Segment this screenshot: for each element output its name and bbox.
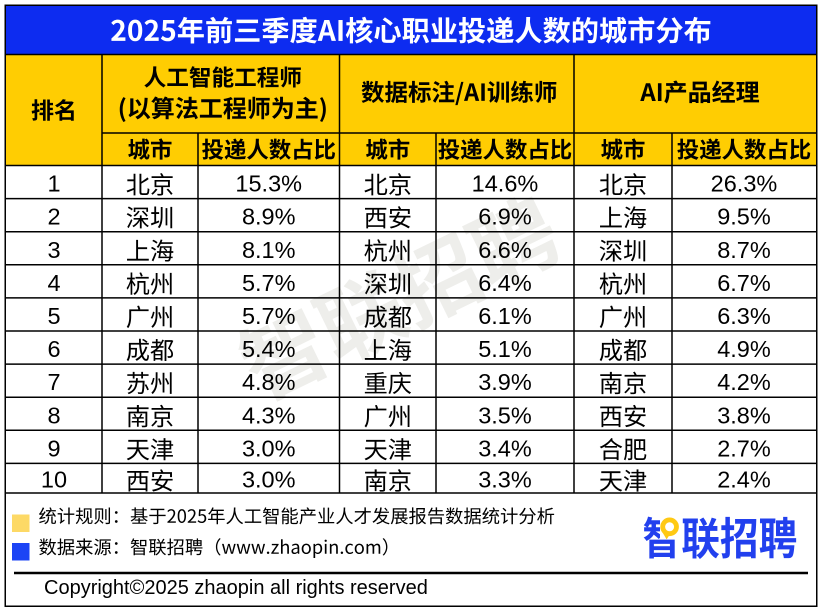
svg-text:5: 5 (47, 303, 60, 329)
svg-text:4.2%: 4.2% (717, 369, 771, 395)
svg-text:3.0%: 3.0% (242, 467, 296, 493)
svg-text:6.9%: 6.9% (478, 204, 532, 230)
svg-text:6.1%: 6.1% (478, 303, 532, 329)
svg-text:3: 3 (47, 237, 60, 263)
svg-text:5.7%: 5.7% (242, 270, 296, 296)
svg-text:4.3%: 4.3% (242, 402, 296, 428)
svg-text:2.7%: 2.7% (717, 435, 771, 461)
svg-text:26.3%: 26.3% (711, 171, 778, 197)
svg-text:3.4%: 3.4% (478, 435, 532, 461)
svg-text:7: 7 (47, 369, 60, 395)
svg-text:4.9%: 4.9% (717, 336, 771, 362)
svg-text:2.4%: 2.4% (717, 467, 771, 493)
svg-text:2: 2 (47, 204, 60, 230)
svg-text:6.3%: 6.3% (717, 303, 771, 329)
svg-text:6: 6 (47, 336, 60, 362)
svg-text:5.4%: 5.4% (242, 336, 296, 362)
svg-text:4: 4 (47, 270, 60, 296)
svg-text:3.0%: 3.0% (242, 435, 296, 461)
svg-text:8.9%: 8.9% (242, 204, 296, 230)
svg-text:5.1%: 5.1% (478, 336, 532, 362)
svg-text:10: 10 (41, 467, 67, 493)
svg-text:8.1%: 8.1% (242, 237, 296, 263)
svg-text:9.5%: 9.5% (717, 204, 771, 230)
svg-text:3.9%: 3.9% (478, 369, 532, 395)
svg-text:6.7%: 6.7% (717, 270, 771, 296)
svg-text:9: 9 (47, 435, 60, 461)
svg-text:8: 8 (47, 402, 60, 428)
svg-text:14.6%: 14.6% (472, 171, 539, 197)
svg-text:6.4%: 6.4% (478, 270, 532, 296)
svg-text:15.3%: 15.3% (235, 171, 302, 197)
svg-text:8.7%: 8.7% (717, 237, 771, 263)
svg-text:3.3%: 3.3% (478, 467, 532, 493)
svg-text:5.7%: 5.7% (242, 303, 296, 329)
svg-text:1: 1 (47, 171, 60, 197)
svg-text:4.8%: 4.8% (242, 369, 296, 395)
svg-text:3.5%: 3.5% (478, 402, 532, 428)
svg-text:3.8%: 3.8% (717, 402, 771, 428)
svg-text:6.6%: 6.6% (478, 237, 532, 263)
svg-text:Copyright©2025 zhaopin all rig: Copyright©2025 zhaopin all rights reserv… (44, 577, 428, 599)
